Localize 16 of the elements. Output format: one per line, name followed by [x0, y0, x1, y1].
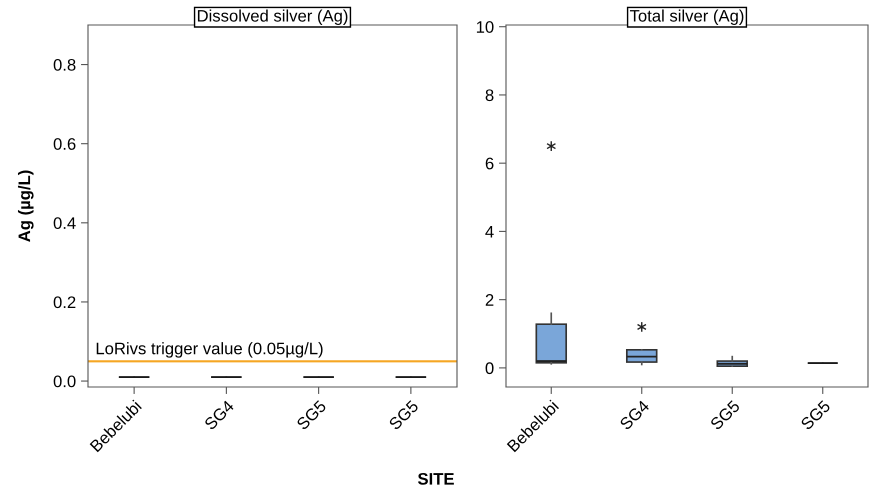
y-tick-label: 0.6: [54, 138, 76, 150]
chart-title: Dissolved silver (Ag): [198, 9, 348, 25]
y-tick-label: 6: [486, 158, 494, 170]
y-tick-label: 0.8: [54, 58, 76, 71]
chart-title: Total silver (Ag): [630, 9, 744, 25]
y-tick-label: 0.4: [54, 217, 76, 230]
y-tick-label: 0: [486, 362, 494, 374]
y-tick-label: 8: [486, 89, 494, 102]
y-tick-label: 0.0: [54, 375, 76, 388]
y-tick-label: 10: [476, 21, 494, 33]
y-tick-label: 4: [485, 226, 494, 238]
x-axis-title: SITE: [418, 472, 454, 485]
ref-line-label: LoRivs trigger value (0.05µg/L): [96, 342, 323, 358]
y-tick-label: 2: [486, 294, 494, 306]
y-tick-label: 0.2: [54, 296, 76, 308]
y-axis-title: Ag (µg/L): [18, 170, 34, 242]
